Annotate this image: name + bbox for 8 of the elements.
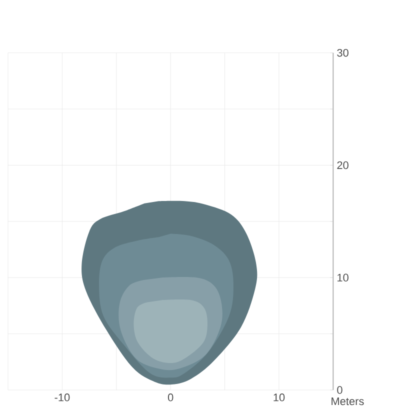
x-tick-label: 0 [168, 394, 174, 402]
y-tick-label: 30 [337, 48, 348, 57]
y-tick-label: 20 [337, 161, 348, 170]
x-tick-label: -10 [54, 394, 70, 402]
x-tick-label: 10 [274, 394, 285, 402]
y-tick-label: 10 [338, 274, 348, 282]
y-tick-label: 0 [337, 386, 342, 394]
x-axis-title: Meters [332, 398, 364, 406]
